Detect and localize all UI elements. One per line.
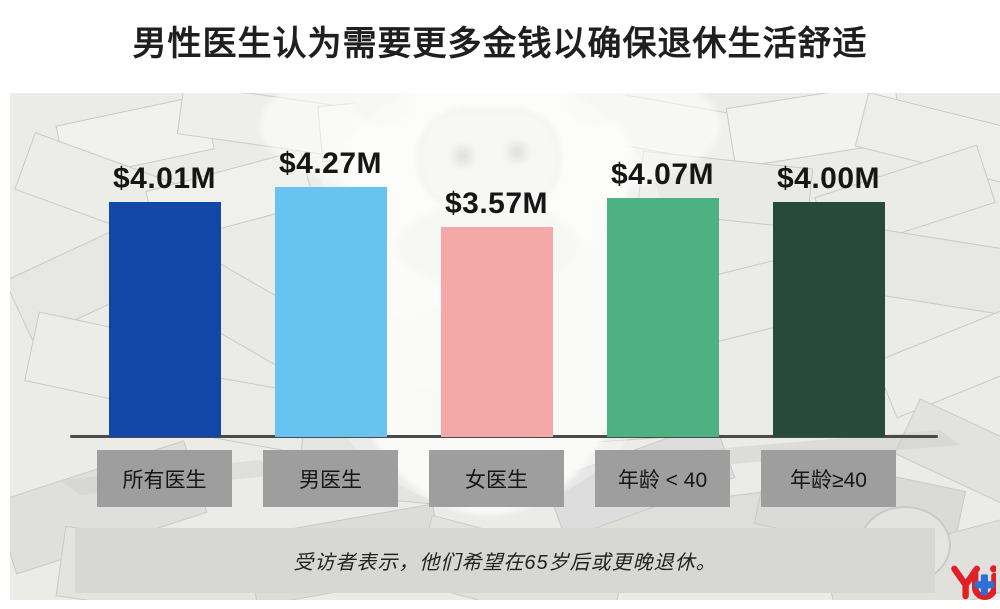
category-label-box: 女医生 [429,450,564,507]
bar-column-age-under-40: $4.07M 年龄 < 40 [595,0,730,609]
category-label-box: 男医生 [263,450,398,507]
footnote-banner: 受访者表示，他们希望在65岁后或更晚退休。 [75,528,935,593]
bar-value-label: $4.01M [112,162,217,195]
category-label: 年龄 < 40 [617,468,708,492]
bar-age-40-plus [772,202,885,437]
bar-value-label: $4.07M [610,158,715,191]
chart-title: 男性医生认为需要更多金钱以确保退休生活舒适 [132,25,868,63]
bar-male-doctors [274,187,387,437]
category-label: 女医生 [465,468,528,492]
yj-logo-icon [951,565,996,600]
category-label-box: 所有医生 [97,450,232,507]
category-label: 男医生 [299,468,362,492]
bar-column-female-doctors: $3.57M 女医生 [429,0,564,609]
footnote-text: 受访者表示，他们希望在65岁后或更晚退休。 [293,552,717,574]
category-label-box: 年龄 < 40 [595,450,730,507]
bar-column-all-doctors: $4.01M 所有医生 [97,0,232,609]
bar-age-under-40 [606,198,719,437]
category-label-box: 年龄≥40 [761,450,896,507]
category-label: 所有医生 [122,468,207,492]
plus-icon [974,574,995,596]
category-label: 年龄≥40 [790,468,867,492]
bar-female-doctors [440,227,553,437]
bar-column-age-40-plus: $4.00M 年龄≥40 [761,0,896,609]
bar-column-male-doctors: $4.27M 男医生 [263,0,398,609]
bar-value-label: $4.27M [278,147,383,180]
bar-all-doctors [108,202,221,437]
bar-value-label: $3.57M [444,187,549,220]
bar-value-label: $4.00M [776,162,881,195]
